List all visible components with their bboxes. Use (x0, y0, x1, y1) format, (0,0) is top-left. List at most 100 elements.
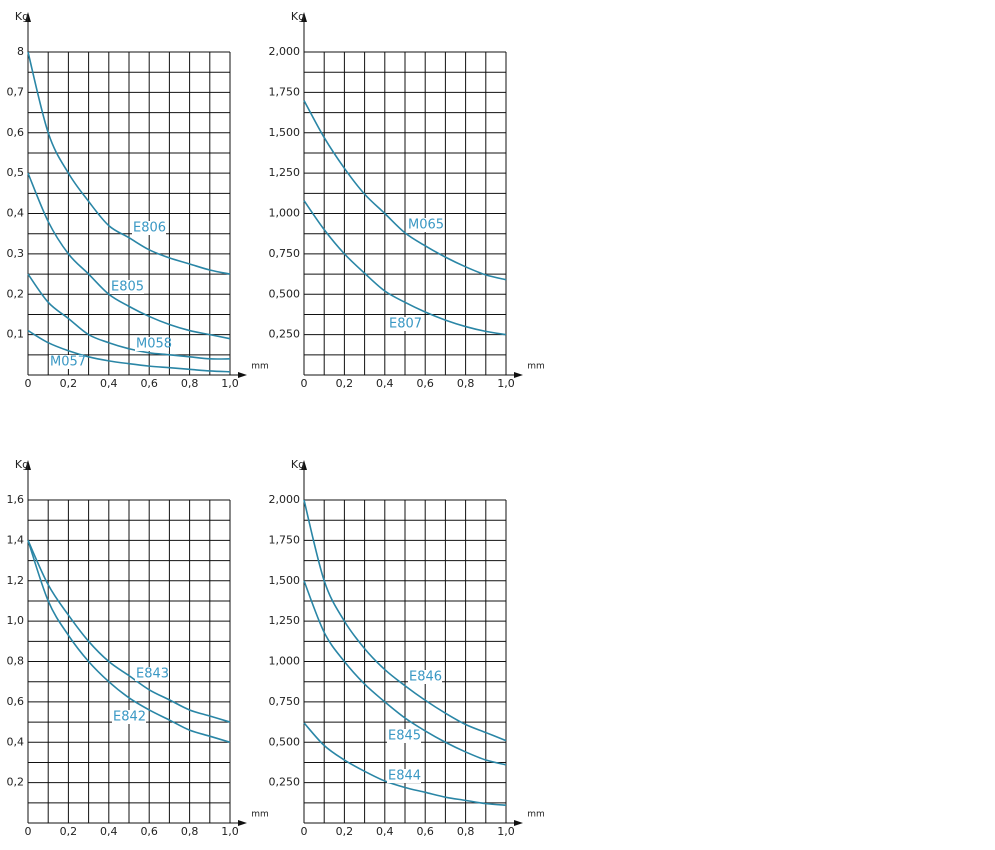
y-tick-label: 1,2 (7, 574, 25, 587)
y-axis-label: Kg (15, 10, 29, 23)
y-tick-label: 1,750 (269, 533, 301, 546)
series-label: E845 (388, 729, 421, 744)
x-tick-label: 0,8 (457, 377, 475, 390)
y-tick-label: 2,000 (269, 493, 301, 506)
y-tick-label: 0,500 (269, 287, 301, 300)
x-axis-arrow (514, 372, 523, 378)
x-tick-label: 0,4 (376, 377, 394, 390)
y-tick-label: 0,2 (7, 287, 25, 300)
y-tick-label: 1,0 (7, 614, 25, 627)
x-tick-label: 0,8 (181, 377, 199, 390)
y-tick-label: 1,4 (7, 533, 25, 546)
series-label: E842 (113, 710, 146, 725)
x-tick-label: 0,2 (336, 377, 354, 390)
y-tick-label: 0,500 (269, 735, 301, 748)
series-line (303, 100, 507, 281)
x-axis-arrow (238, 372, 247, 378)
series-line (303, 200, 507, 336)
y-tick-label: 0,4 (7, 735, 25, 748)
x-tick-label: 1,0 (221, 825, 239, 838)
x-tick-label: 0 (25, 377, 32, 390)
x-axis-label: mm (251, 362, 269, 372)
y-tick-label: 1,500 (269, 574, 301, 587)
x-tick-label: 0,2 (60, 825, 78, 838)
x-tick-label: 0 (301, 825, 308, 838)
series-label: M058 (136, 337, 172, 352)
y-tick-label: 1,250 (269, 166, 301, 179)
x-axis-label: mm (251, 810, 269, 820)
y-tick-label: 0,750 (269, 695, 301, 708)
series-line (303, 580, 507, 766)
y-tick-label: 0,5 (7, 166, 25, 179)
label-background (407, 218, 441, 232)
label-background (387, 769, 421, 783)
label-background (49, 355, 83, 369)
y-tick-label: 0,8 (7, 655, 25, 668)
y-tick-label: 0,1 (7, 328, 25, 341)
y-tick-label: 2,000 (269, 45, 301, 58)
y-axis-label: Kg (291, 458, 305, 471)
y-tick-label: 1,500 (269, 126, 301, 139)
series-label: M065 (408, 218, 444, 233)
series-line (27, 540, 231, 744)
y-axis-label: Kg (291, 10, 305, 23)
x-tick-label: 0,8 (457, 825, 475, 838)
series-line (303, 722, 507, 807)
series-label: M057 (50, 355, 86, 370)
y-tick-label: 0,6 (7, 126, 25, 139)
x-tick-label: 0,4 (376, 825, 394, 838)
y-axis-arrow (25, 12, 31, 22)
y-tick-label: 0,7 (7, 85, 25, 98)
x-tick-label: 0 (301, 377, 308, 390)
x-tick-label: 1,0 (221, 377, 239, 390)
y-tick-label: 0,250 (269, 776, 301, 789)
x-tick-label: 0,8 (181, 825, 199, 838)
y-axis-label: Kg (15, 458, 29, 471)
series-label: E846 (409, 670, 442, 685)
x-tick-label: 0 (25, 825, 32, 838)
x-tick-label: 0,6 (416, 377, 434, 390)
series-label: E806 (133, 221, 166, 236)
label-background (110, 280, 144, 294)
series-line (27, 51, 231, 275)
y-tick-label: 1,750 (269, 85, 301, 98)
series-label: E843 (136, 667, 169, 682)
x-tick-label: 0,2 (336, 825, 354, 838)
series-line (303, 499, 507, 742)
x-axis-label: mm (527, 362, 545, 372)
series-line (27, 329, 231, 373)
y-tick-label: 1,250 (269, 614, 301, 627)
label-background (112, 710, 146, 724)
x-tick-label: 1,0 (497, 377, 515, 390)
y-tick-label: 0,3 (7, 247, 25, 260)
x-tick-label: 1,0 (497, 825, 515, 838)
y-axis-arrow (301, 460, 307, 470)
series-label: E805 (111, 280, 144, 295)
y-axis-arrow (25, 460, 31, 470)
x-tick-label: 0,6 (140, 377, 158, 390)
x-axis-arrow (514, 820, 523, 826)
label-background (408, 670, 442, 684)
label-background (135, 337, 169, 351)
x-tick-label: 0,2 (60, 377, 78, 390)
y-tick-label: 1,000 (269, 207, 301, 220)
y-tick-label: 1,000 (269, 655, 301, 668)
label-background (132, 221, 166, 235)
y-tick-label: 1,6 (7, 493, 25, 506)
x-tick-label: 0,6 (140, 825, 158, 838)
label-background (388, 317, 422, 331)
x-tick-label: 0,6 (416, 825, 434, 838)
y-tick-label: 8 (17, 45, 24, 58)
y-axis-arrow (301, 12, 307, 22)
x-tick-label: 0,4 (100, 377, 118, 390)
y-tick-label: 0,4 (7, 207, 25, 220)
series-label: E807 (389, 317, 422, 332)
y-tick-label: 0,750 (269, 247, 301, 260)
y-tick-label: 0,6 (7, 695, 25, 708)
y-tick-label: 0,250 (269, 328, 301, 341)
label-background (387, 729, 421, 743)
x-tick-label: 0,4 (100, 825, 118, 838)
series-line (27, 540, 231, 723)
